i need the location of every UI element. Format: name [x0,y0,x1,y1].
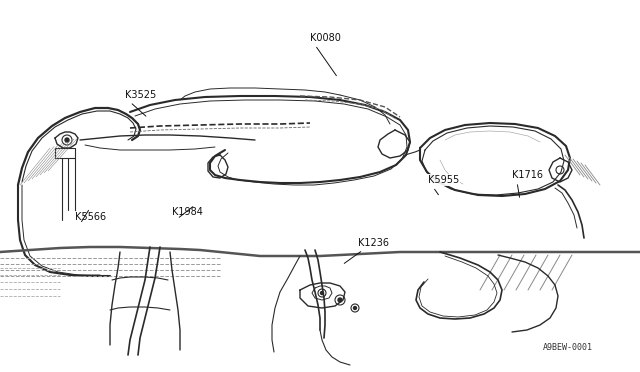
Circle shape [65,138,69,142]
Text: K0080: K0080 [310,33,341,43]
Text: K5955: K5955 [428,175,460,185]
Circle shape [353,307,356,310]
Text: K1984: K1984 [172,207,203,217]
Circle shape [338,298,342,302]
Circle shape [321,292,323,295]
Text: A9BEW-0001: A9BEW-0001 [543,343,593,352]
Text: K5566: K5566 [75,212,106,222]
Text: K1716: K1716 [512,170,543,180]
Text: K1236: K1236 [358,238,389,248]
Bar [55,148,75,158]
Text: K3525: K3525 [125,90,156,100]
